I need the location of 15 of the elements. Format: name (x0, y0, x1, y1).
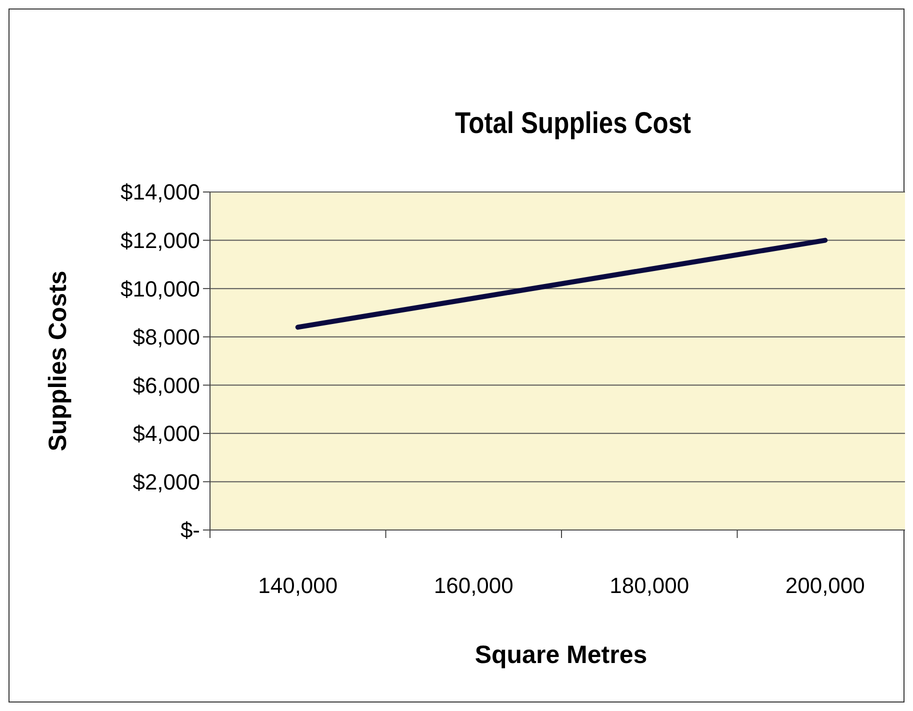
y-tick-label: $6,000 (132, 372, 200, 398)
y-tick-label: $- (180, 518, 200, 543)
y-tick-label: $14,000 (120, 180, 200, 205)
x-tick-label: 160,000 (434, 573, 514, 598)
y-axis-title: Supplies Costs (44, 270, 72, 452)
x-tick-label: 180,000 (610, 573, 690, 598)
x-axis-title: Square Metres (474, 641, 648, 669)
y-tick-label: $4,000 (132, 421, 200, 446)
y-tick-label: $8,000 (132, 324, 200, 350)
chart-title: Total Supplies Cost (454, 106, 692, 140)
y-tick-label: $12,000 (120, 228, 200, 253)
y-tick-label: $2,000 (132, 469, 200, 494)
x-tick-label: 200,000 (785, 573, 865, 598)
y-tick-label: $10,000 (120, 276, 200, 302)
x-tick-label: 140,000 (258, 573, 338, 598)
